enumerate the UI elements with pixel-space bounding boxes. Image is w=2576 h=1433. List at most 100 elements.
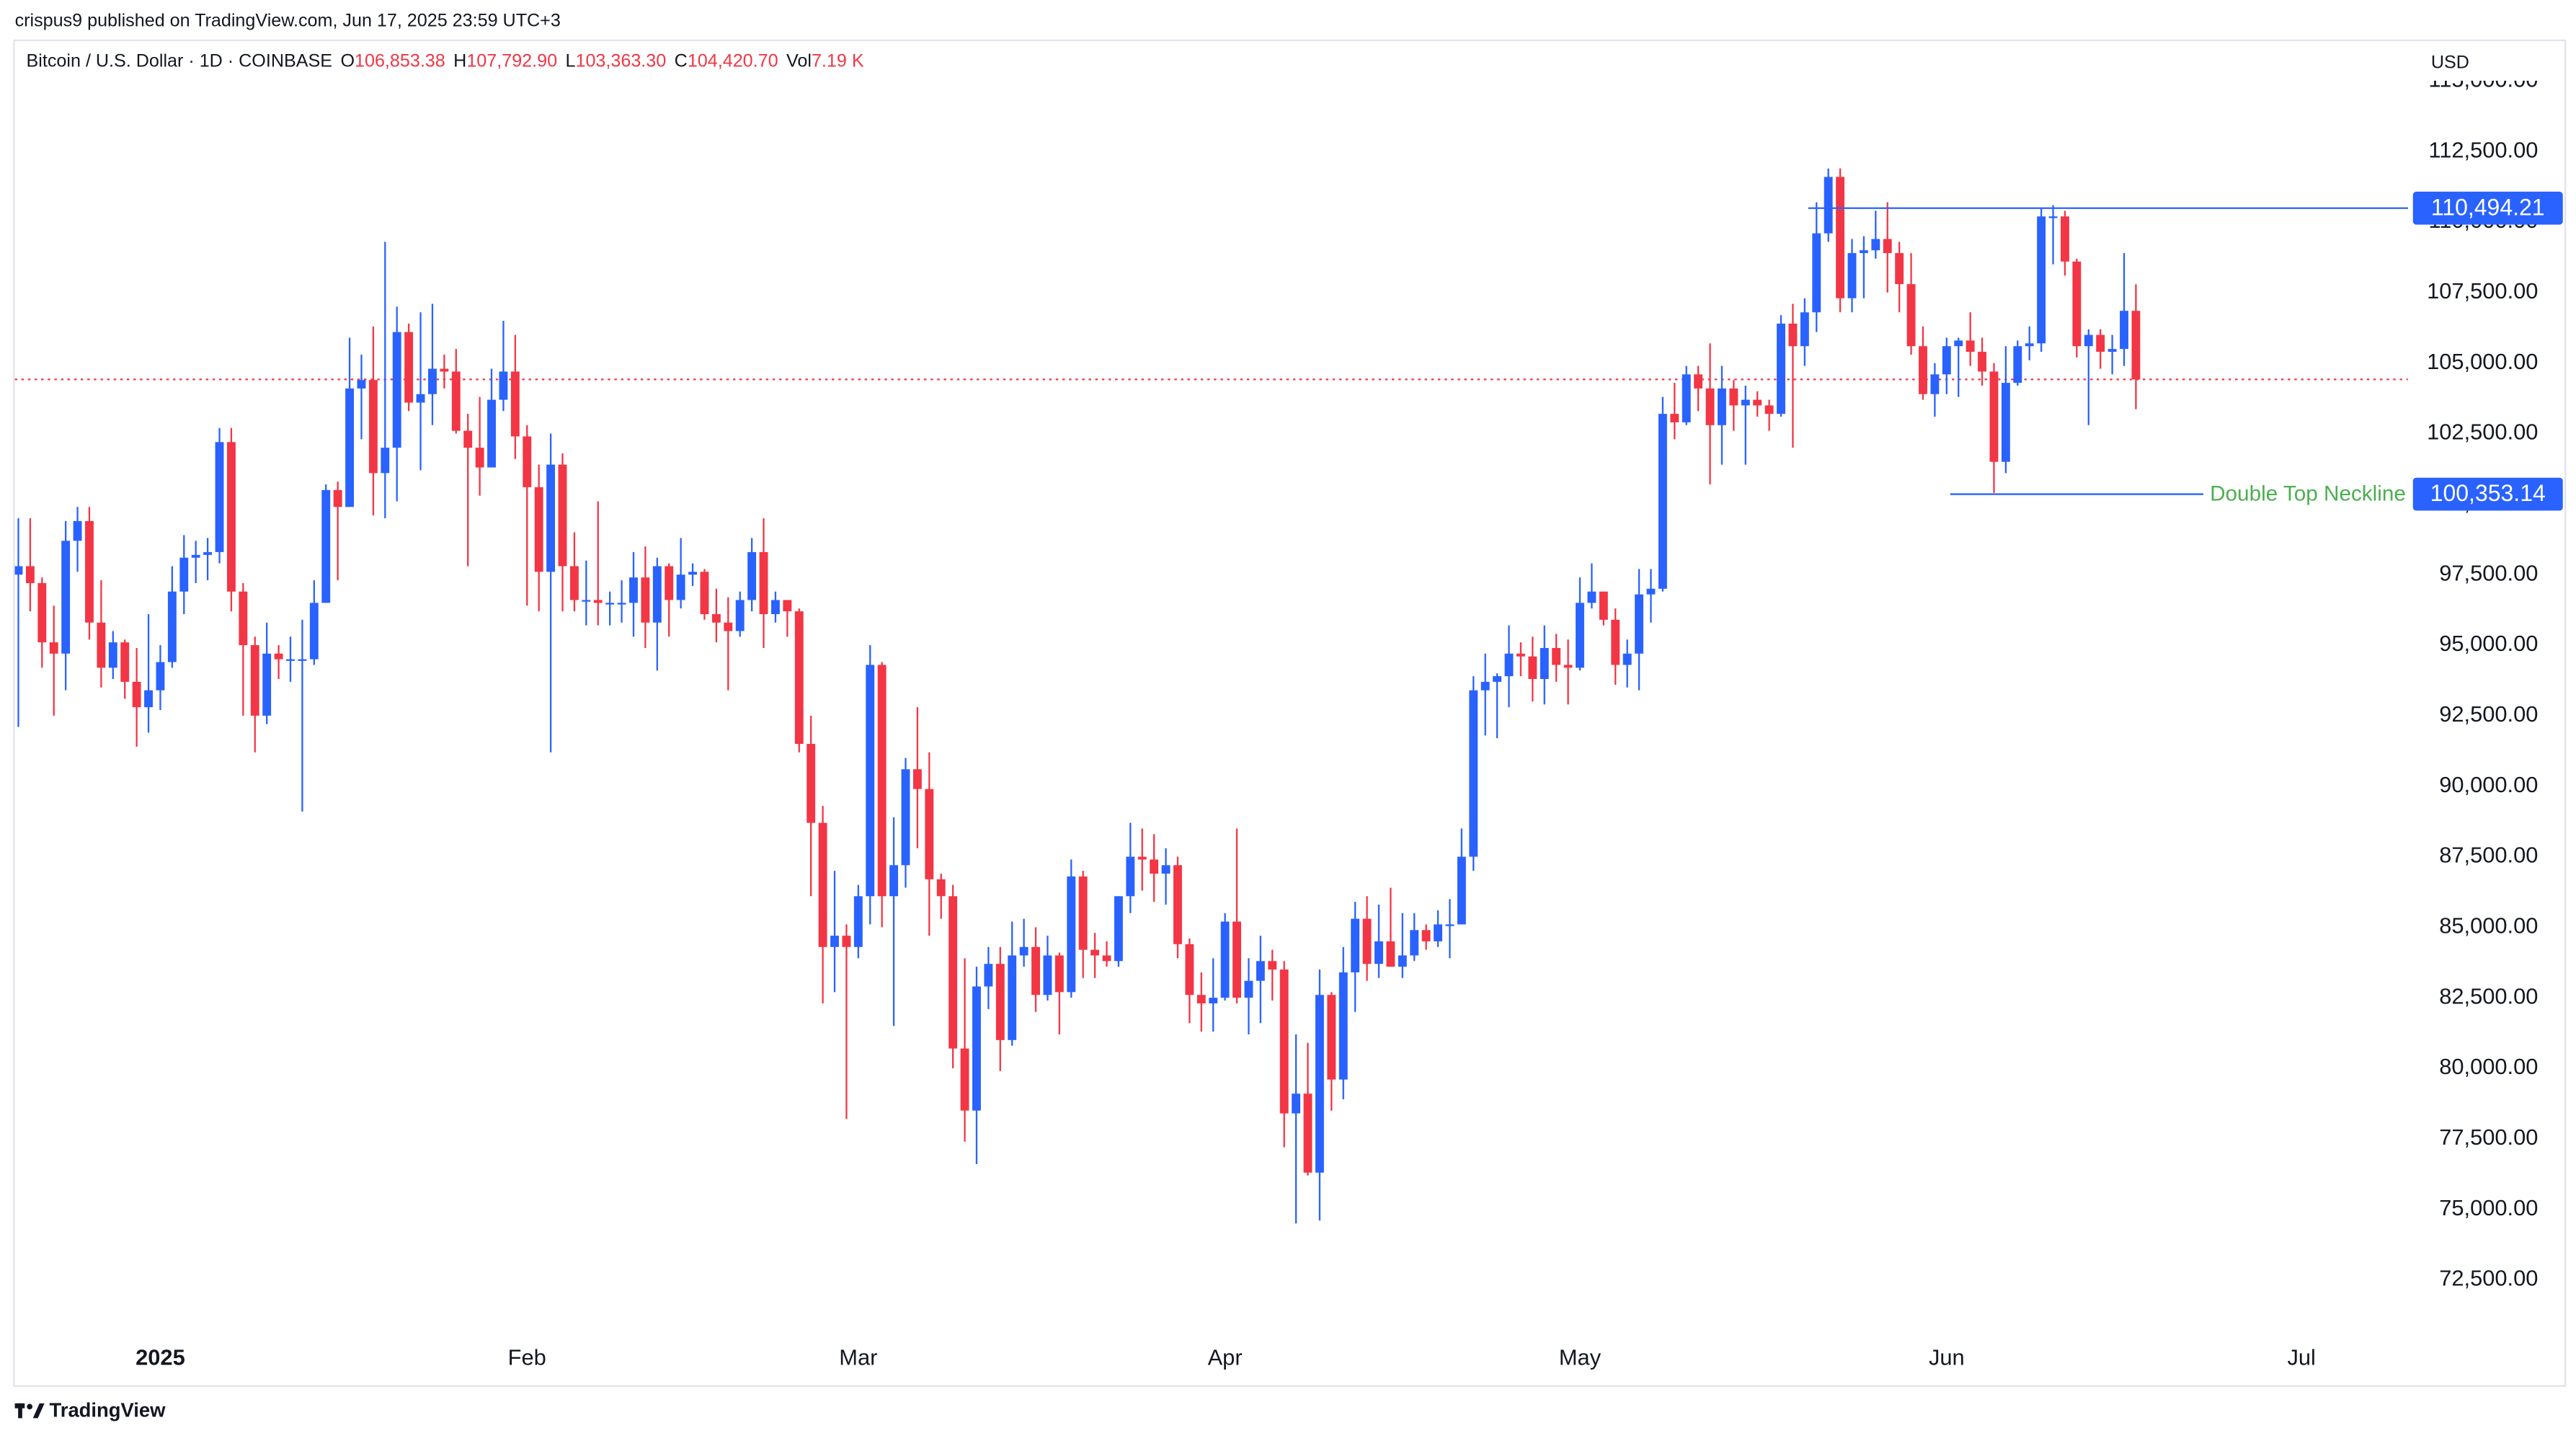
candle-body xyxy=(1303,1093,1313,1173)
candle-body xyxy=(2108,349,2117,352)
candle-body xyxy=(1220,921,1230,998)
candle-body xyxy=(1705,388,1715,425)
candle-body xyxy=(1315,995,1324,1173)
candle-body xyxy=(1516,653,1525,657)
price-label-box xyxy=(2412,477,2563,511)
line-annotation: Double Top Neckline xyxy=(2210,482,2406,506)
candle-body xyxy=(2060,216,2069,262)
candle-body xyxy=(144,690,153,708)
candle-body xyxy=(1019,946,1029,956)
candle-body xyxy=(1233,921,1241,998)
candle-body xyxy=(1469,690,1478,857)
candle-body xyxy=(203,551,213,555)
candle-body xyxy=(783,600,792,612)
candle-body xyxy=(605,603,615,605)
candle-body xyxy=(1126,856,1135,897)
x-tick-label: 2025 xyxy=(136,1344,185,1370)
logo-part xyxy=(27,1403,33,1410)
candle-body xyxy=(368,380,378,474)
candle-body xyxy=(1788,323,1798,347)
legend: Bitcoin / U.S. Dollar · 1D · COINBASE O 10… xyxy=(27,50,864,71)
candle-body xyxy=(1374,941,1383,964)
candle-body xyxy=(593,600,603,603)
candle-body xyxy=(2131,311,2141,380)
candle-body xyxy=(309,603,319,660)
candle-body xyxy=(1729,388,1738,406)
x-tick-label: Apr xyxy=(1208,1344,1243,1370)
candle-body xyxy=(298,659,307,661)
candle-body xyxy=(381,448,390,474)
candle-body xyxy=(1658,414,1667,589)
candle-body xyxy=(463,430,473,448)
candle-body xyxy=(499,371,508,400)
candle-body xyxy=(132,681,141,708)
candle-body xyxy=(1954,340,1963,347)
y-tick-label: 80,000.00 xyxy=(2439,1054,2538,1079)
candle-body xyxy=(1173,865,1182,944)
legend-label: O xyxy=(340,50,355,71)
candle-body xyxy=(1031,946,1040,995)
candle-body xyxy=(1150,859,1159,874)
candle-body xyxy=(569,566,579,600)
candle-body xyxy=(392,332,401,448)
candle-body xyxy=(1670,414,1679,422)
candle-body xyxy=(747,551,757,600)
y-tick-label: 92,500.00 xyxy=(2439,701,2538,727)
x-tick-label: Mar xyxy=(839,1344,877,1370)
candle-body xyxy=(1895,253,1904,285)
currency: USD xyxy=(2431,53,2469,73)
legend-label: H xyxy=(453,50,466,71)
candle-body xyxy=(1279,970,1289,1114)
candle-body xyxy=(475,448,484,468)
candle-body xyxy=(877,665,887,897)
candle-body xyxy=(167,591,177,662)
candle-body xyxy=(1966,340,1975,352)
candle-body xyxy=(1635,594,1644,654)
candle-body xyxy=(1587,591,1596,603)
candle-body xyxy=(1457,856,1466,925)
candle-body xyxy=(1292,1093,1301,1114)
candle-body xyxy=(1196,995,1206,1003)
y-tick-label: 102,500.00 xyxy=(2427,420,2538,445)
candle-body xyxy=(759,551,768,614)
candle-body xyxy=(274,653,283,660)
candle-body xyxy=(1161,865,1171,874)
candle-body xyxy=(451,371,461,431)
legend-value: 107,792.90 xyxy=(466,50,557,71)
candle-body xyxy=(85,520,94,623)
candle-body xyxy=(1611,619,1620,665)
candle-body xyxy=(1078,876,1088,950)
candle-body xyxy=(226,442,236,592)
candle-body xyxy=(818,822,827,947)
candle-body xyxy=(1718,388,1726,425)
candle-body xyxy=(641,577,650,623)
candle-body xyxy=(1942,346,1951,375)
price-label: 110,494.21 xyxy=(2431,194,2545,220)
candle-body xyxy=(984,964,993,987)
price-label-box xyxy=(2412,191,2563,225)
candle-body xyxy=(1362,918,1372,964)
plot-area xyxy=(14,168,2408,1224)
candle-body xyxy=(735,600,745,631)
candle-body xyxy=(676,574,685,600)
footer-logo xyxy=(14,1403,45,1419)
candle-body xyxy=(1694,374,1703,389)
candle-body xyxy=(1091,949,1100,956)
candle-body xyxy=(262,653,272,716)
candle-body xyxy=(2072,261,2082,347)
candle-body xyxy=(889,865,898,897)
candle-body xyxy=(108,642,117,668)
candle-body xyxy=(1741,399,1750,406)
candle-body xyxy=(1480,681,1490,691)
candle-body xyxy=(487,399,496,468)
y-tick-label: 77,500.00 xyxy=(2439,1124,2538,1150)
candle-body xyxy=(558,464,567,567)
candle-body xyxy=(2084,334,2093,347)
legend-symbol: Bitcoin / U.S. Dollar · 1D · COINBASE xyxy=(27,50,332,71)
candle-body xyxy=(1824,177,1833,234)
x-tick-label: May xyxy=(1559,1344,1602,1370)
candle-body xyxy=(1777,323,1785,414)
legend-label: Vol xyxy=(786,50,812,71)
candle-body xyxy=(1398,955,1407,967)
